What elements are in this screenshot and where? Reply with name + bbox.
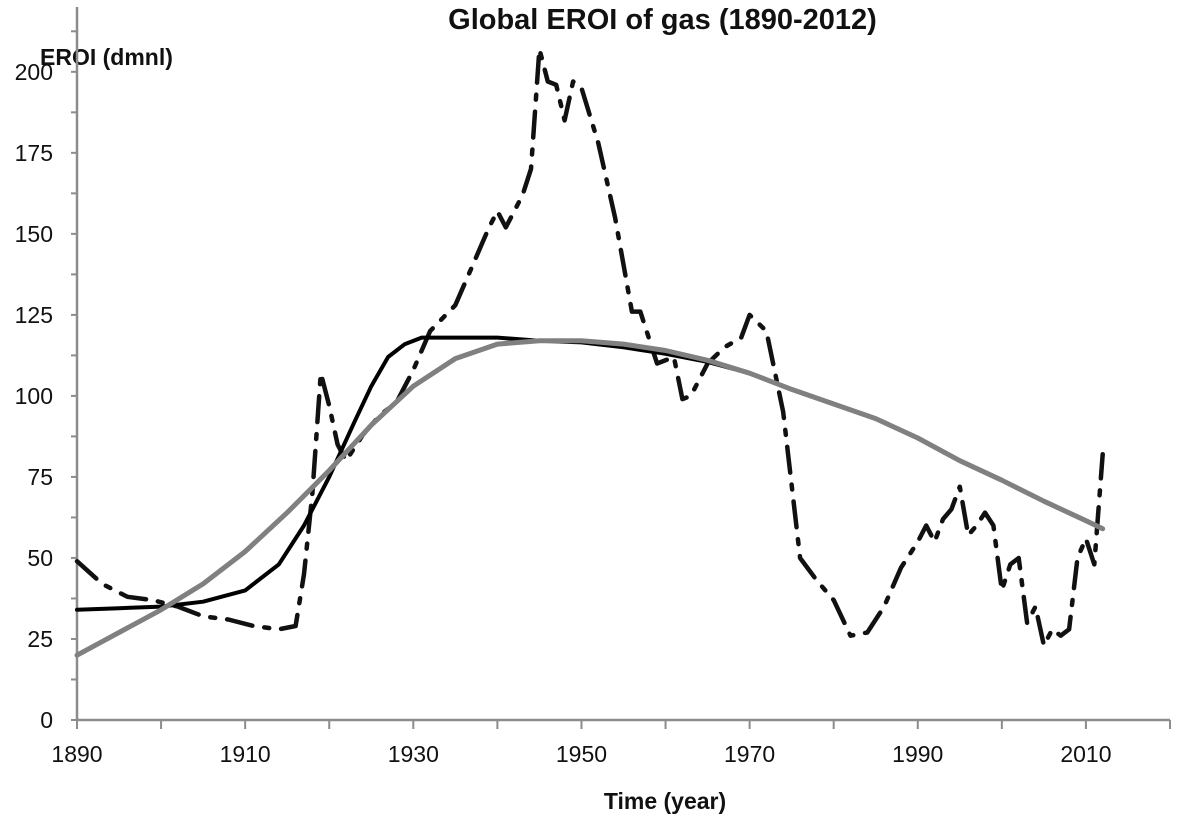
- eroi-data-line: [74, 46, 1105, 648]
- y-tick-label: 0: [40, 707, 53, 733]
- y-tick-label: 175: [15, 140, 53, 166]
- series-2: [74, 338, 1106, 658]
- x-axis-label: Time (year): [603, 788, 727, 814]
- x-tick-label: 1890: [51, 741, 102, 767]
- x-tick-label: 1990: [892, 741, 943, 767]
- black-fit-line: [75, 335, 1105, 612]
- y-tick-label: 200: [15, 59, 53, 85]
- x-tick-label: 1970: [724, 741, 775, 767]
- gray-fit-line: [74, 338, 1106, 658]
- y-tick-label: 50: [27, 545, 53, 571]
- y-tick-label: 100: [15, 383, 53, 409]
- chart-title: Global EROI of gas (1890-2012): [448, 4, 877, 36]
- y-axis-label: EROI (dmnl): [40, 44, 173, 70]
- y-tick-label: 150: [15, 221, 53, 247]
- series-1: [75, 335, 1105, 612]
- x-tick-label: 1950: [556, 741, 607, 767]
- x-tick-label: 2010: [1060, 741, 1111, 767]
- x-tick-label: 1930: [388, 741, 439, 767]
- y-tick-label: 75: [27, 464, 53, 490]
- y-tick-label: 125: [15, 302, 53, 328]
- series-0: [74, 46, 1105, 648]
- x-tick-label: 1910: [220, 741, 271, 767]
- y-tick-label: 25: [27, 626, 53, 652]
